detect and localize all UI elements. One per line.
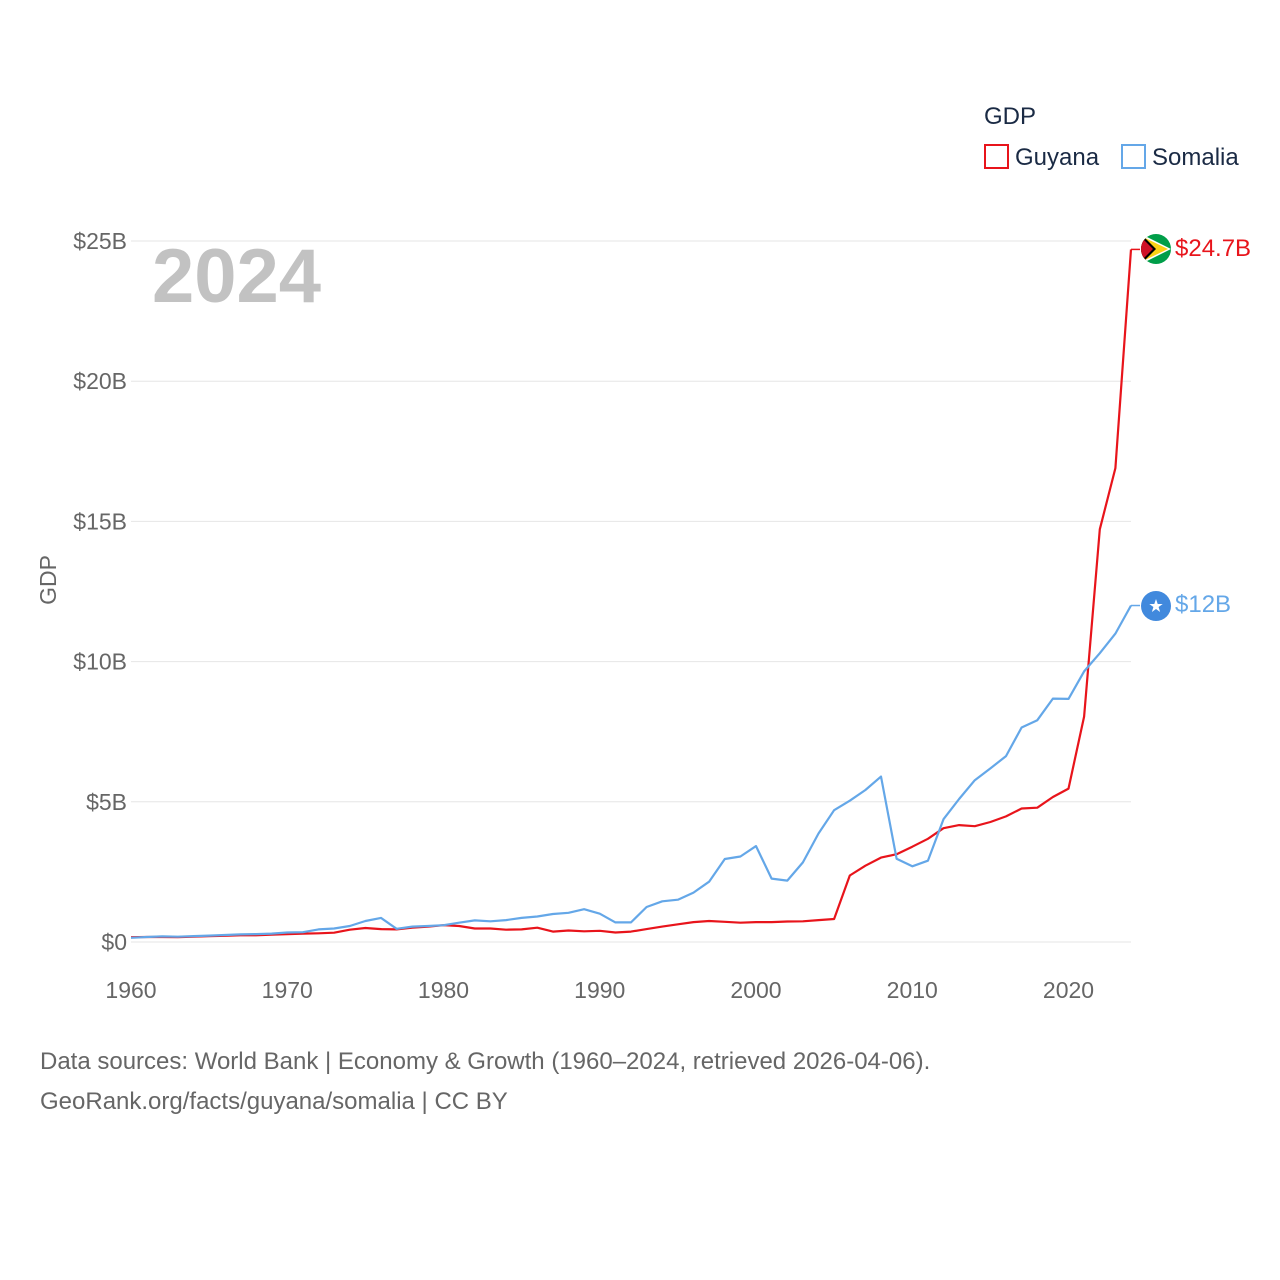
gridlines [131, 240, 1131, 943]
end-label-guyana: $24.7B [1175, 235, 1251, 262]
source-note: Data sources: World Bank | Economy & Gro… [40, 1042, 930, 1122]
source-line-2: GeoRank.org/facts/guyana/somalia | CC BY [40, 1088, 508, 1115]
legend-label-somalia[interactable]: Somalia [1152, 144, 1239, 171]
x-axis-ticks: 1960 1970 1980 1990 2000 2010 2020 [105, 977, 1094, 1003]
y-tick-label: $25B [73, 228, 127, 254]
y-tick-label: $10B [73, 649, 127, 675]
year-label: 2024 [152, 234, 321, 319]
y-tick-label: $5B [86, 789, 127, 815]
legend-title: GDP [984, 103, 1036, 130]
end-markers [1131, 248, 1140, 607]
series-lines [130, 249, 1133, 939]
x-tick-label: 1970 [262, 977, 313, 1003]
y-tick-label: $0 [101, 929, 127, 955]
legend-swatch-somalia[interactable] [1121, 144, 1146, 169]
source-line-1: Data sources: World Bank | Economy & Gro… [40, 1048, 931, 1075]
x-tick-label: 2000 [730, 977, 781, 1003]
legend-label-guyana[interactable]: Guyana [1015, 144, 1100, 171]
x-tick-label: 1990 [574, 977, 625, 1003]
somalia-flag-icon [1141, 591, 1171, 621]
legend-swatch-guyana[interactable] [984, 144, 1009, 169]
y-axis-ticks: $0 $5B $10B $15B $20B $25B [73, 228, 127, 955]
y-axis-title: GDP [35, 555, 61, 605]
series-line-somalia[interactable] [130, 604, 1132, 939]
x-tick-label: 2020 [1043, 977, 1094, 1003]
x-tick-label: 1980 [418, 977, 469, 1003]
legend: GDP Guyana Somalia [984, 103, 1239, 171]
y-tick-label: $20B [73, 368, 127, 394]
y-tick-label: $15B [73, 508, 127, 534]
end-label-somalia: $12B [1175, 591, 1231, 618]
x-tick-label: 2010 [887, 977, 938, 1003]
x-tick-label: 1960 [105, 977, 156, 1003]
series-line-guyana[interactable] [130, 249, 1133, 939]
guyana-flag-icon [1141, 234, 1171, 264]
